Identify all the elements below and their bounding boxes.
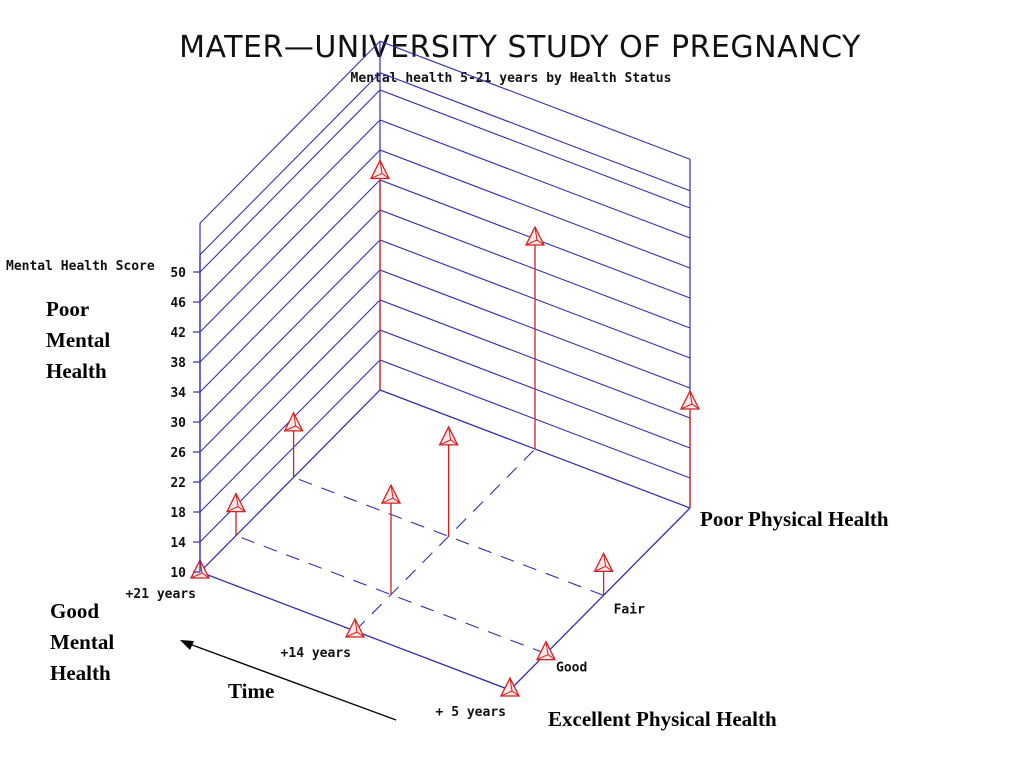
- time-arrow: [180, 640, 397, 721]
- needle-marker: [380, 483, 402, 504]
- wall-grid-line: [199, 269, 691, 453]
- wall-grid-line: [199, 149, 691, 333]
- good-mental-health-label: Good Mental Health: [50, 596, 114, 689]
- poor-physical-health-label: Poor Physical Health: [700, 507, 889, 531]
- needle-21y-fair: [283, 411, 304, 478]
- wall-grid-line: [199, 89, 691, 273]
- needle-marker: [369, 159, 391, 180]
- needle-marker-ridge: [235, 493, 239, 507]
- needle-marker: [524, 225, 546, 246]
- z-tick-label: 18: [170, 506, 186, 521]
- z-tick-label: 50: [170, 266, 186, 281]
- chart-axis-labels: 10 14 18 22 26 30 34 38 42 46 50 Mental Health Scor…: [6, 254, 645, 720]
- wall-grid-line: [199, 299, 691, 483]
- wall-grid-line: [199, 40, 691, 224]
- time-label: Time: [228, 679, 275, 703]
- z-tick-label: 14: [170, 536, 186, 551]
- wall-grid-line: [199, 239, 691, 423]
- needle-5y-excellent: [499, 676, 521, 697]
- time-tick-label: +21 years: [126, 587, 196, 602]
- needle-5y-poor: [679, 389, 701, 508]
- needle-marker-ridge: [545, 641, 549, 655]
- wall-grid-line: [199, 179, 691, 363]
- health-tick-label: Good: [556, 661, 587, 676]
- time-tick-label: + 5 years: [436, 705, 506, 720]
- needle-marker-ridge: [534, 226, 538, 241]
- z-tick-label: 42: [170, 326, 186, 341]
- z-tick-label: 10: [170, 566, 186, 581]
- needle-marker: [438, 425, 459, 446]
- time-arrow-head: [180, 640, 194, 650]
- needle-marker-ridge: [509, 677, 513, 692]
- wall-grid-line: [199, 359, 691, 543]
- wall-grid-line: [199, 119, 691, 303]
- needle-marker: [499, 676, 521, 697]
- z-tick-label: 34: [170, 386, 186, 401]
- wall-grid-line: [199, 72, 691, 256]
- poor-mental-line-1: Poor: [46, 297, 90, 321]
- excellent-physical-health-label: Excellent Physical Health: [548, 707, 777, 731]
- good-mental-line-1: Good: [50, 599, 100, 623]
- needle-marker-ridge: [354, 618, 358, 633]
- needle-marker-ridge: [390, 485, 394, 499]
- poor-mental-line-3: Health: [46, 359, 107, 383]
- needle-marker: [344, 617, 366, 638]
- z-axis-title: Mental Health Score: [6, 259, 155, 274]
- needle-14y-excellent: [344, 617, 366, 638]
- needle-14y-fair: [438, 425, 459, 537]
- good-mental-line-3: Health: [50, 661, 111, 685]
- chart-subtitle: Mental health 5-21 years by Health Statu…: [350, 71, 672, 86]
- floor-back-edges: [199, 389, 691, 573]
- z-tick-label: 22: [170, 476, 186, 491]
- needle-5y-good: [535, 640, 557, 661]
- needle-marker-ridge: [379, 160, 383, 174]
- needle-21y-good: [225, 492, 247, 536]
- health-tick-label: Fair: [614, 602, 645, 617]
- needle-marker: [679, 389, 701, 410]
- needle-marker-ridge: [603, 553, 607, 567]
- needle-marker-ridge: [689, 390, 693, 405]
- poor-mental-line-2: Mental: [46, 328, 111, 352]
- z-tick-label: 46: [170, 296, 186, 311]
- needle-14y-good: [380, 483, 402, 595]
- needle-marker: [225, 492, 247, 513]
- chart-walls: [199, 40, 691, 573]
- needle-marker: [593, 551, 614, 573]
- needle-5y-fair: [593, 551, 614, 596]
- z-tick-label: 30: [170, 416, 186, 431]
- needle-marker-ridge: [448, 426, 452, 440]
- wall-grid-line: [199, 329, 691, 513]
- needle-marker: [535, 640, 557, 661]
- needle-marker: [283, 411, 304, 432]
- z-tick-label: 38: [170, 356, 186, 371]
- z-tick-label: 26: [170, 446, 186, 461]
- chart-title: MATER—UNIVERSITY STUDY OF PREGNANCY: [179, 30, 861, 65]
- floor-dashed-health-line: [235, 535, 547, 655]
- good-mental-line-2: Mental: [50, 630, 115, 654]
- time-tick-label: +14 years: [281, 646, 351, 661]
- poor-mental-health-label: Poor Mental Health: [46, 294, 110, 387]
- time-arrow-line: [183, 641, 397, 721]
- needle-21y-poor: [369, 159, 391, 390]
- needle-marker-ridge: [293, 412, 297, 426]
- wall-grid-line: [199, 389, 691, 573]
- floor-dashed-time-line: [354, 448, 536, 632]
- needle-14y-poor: [524, 225, 546, 449]
- floor-dashed-health-line: [293, 476, 604, 596]
- wall-grid-line: [199, 209, 691, 393]
